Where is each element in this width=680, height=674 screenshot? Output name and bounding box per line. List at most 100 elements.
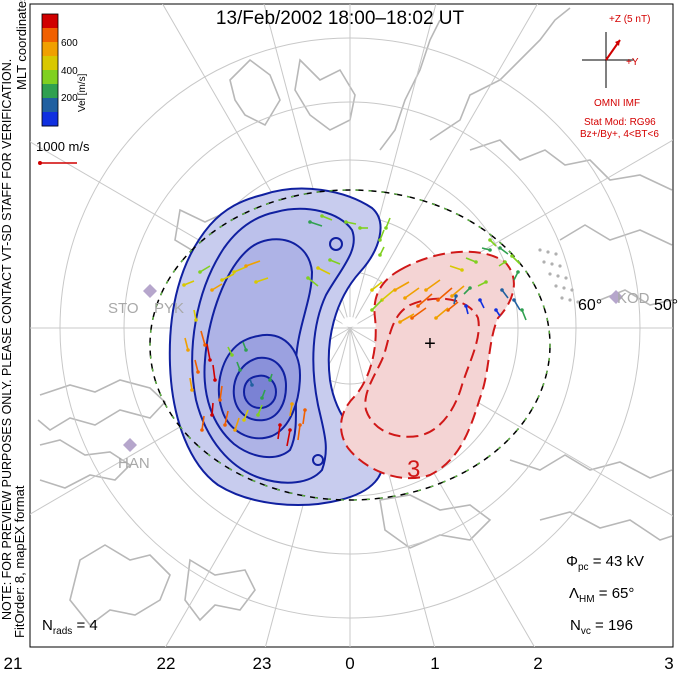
velocity-vector-origin	[233, 428, 237, 432]
velocity-colorbar	[42, 14, 58, 127]
velocity-vector-origin	[416, 304, 420, 308]
velocity-vector-origin	[434, 316, 438, 320]
velocity-vector-origin	[398, 320, 402, 324]
han-site-marker	[123, 438, 137, 452]
velocity-vector	[224, 410, 229, 426]
velocity-vector	[371, 299, 383, 311]
velocity-vector-origin	[370, 308, 374, 312]
colorbar-segment	[42, 42, 58, 57]
velocity-vector-origin	[474, 260, 478, 264]
velocity-vector	[317, 267, 331, 275]
velocity-vector-origin	[410, 316, 414, 320]
velocity-vector-origin	[256, 413, 260, 417]
velocity-vector-origin	[182, 283, 186, 287]
velocity-vector	[277, 424, 281, 440]
velocity-vector-origin	[223, 423, 227, 427]
velocity-vector	[511, 255, 521, 265]
velocity-vector-origin	[254, 280, 258, 284]
velocity-vector-origin	[424, 288, 428, 292]
velocity-vector-origin	[378, 253, 382, 257]
velocity-vector-origin	[378, 238, 382, 242]
mlt-label-22: 22	[156, 654, 176, 673]
velocity-vector-origin	[210, 288, 214, 292]
velocity-vector	[513, 299, 521, 311]
velocity-vector	[221, 273, 235, 281]
velocity-vector-origin	[488, 238, 492, 242]
velocity-vector-origin	[208, 358, 212, 362]
lat-label-50: 50°	[654, 297, 679, 314]
imf-z-label: +Z (5 nT)	[609, 14, 651, 25]
colorbar-segment	[42, 56, 58, 71]
velocity-vector	[425, 279, 441, 291]
station-markers	[123, 284, 623, 452]
velocity-vector-origin	[268, 378, 272, 382]
velocity-vector-origin	[306, 276, 310, 280]
mlt-label-2: 2	[533, 654, 543, 673]
velocity-vector	[219, 385, 223, 401]
velocity-vector-origin	[232, 270, 236, 274]
kod-site-label: KOD	[617, 290, 650, 307]
velocity-vector-origin	[358, 226, 362, 230]
velocity-vector-origin	[244, 264, 248, 268]
colorbar-segment	[42, 112, 58, 127]
lat-label-60: 60°	[578, 297, 603, 314]
colorbar-segment	[42, 70, 58, 85]
velocity-vector-origin	[436, 298, 440, 302]
velocity-vector-origin	[500, 288, 504, 292]
velocity-vector-origin	[478, 298, 482, 302]
vector-scale-label: 1000 m/s	[36, 139, 90, 154]
colorbar-label: Vel [m/s]	[77, 73, 88, 112]
potential-contour-label: 3	[407, 456, 421, 483]
velocity-vector-origin	[494, 308, 498, 312]
velocity-vector-origin	[393, 288, 397, 292]
velocity-vector-origin	[278, 423, 282, 427]
velocity-vector	[211, 402, 214, 416]
velocity-vector-origin	[213, 378, 217, 382]
coastlines	[37, 7, 673, 627]
velocity-vector-origin	[498, 246, 502, 250]
velocity-vector	[309, 221, 323, 227]
velocity-vector-origin	[303, 408, 307, 412]
velocity-vector-origin	[238, 368, 242, 372]
colorbar-segment	[42, 14, 58, 29]
velocity-vector-origin	[450, 294, 454, 298]
velocity-vector	[201, 415, 205, 431]
velocity-vector	[411, 307, 427, 319]
vector-count: Nvc = 196	[570, 617, 633, 637]
mlt-label-21: 21	[3, 654, 23, 673]
velocity-vector	[394, 281, 410, 291]
imf-clock-dial	[582, 32, 634, 88]
velocity-vector	[286, 429, 291, 447]
imf-model: Stat Mod: RG96	[584, 117, 656, 128]
velocity-vector	[307, 277, 319, 287]
velocity-vector	[289, 403, 293, 417]
velocity-vector	[233, 266, 247, 273]
velocity-vector	[449, 265, 463, 271]
velocity-vector-origin	[328, 258, 332, 262]
velocity-vector-origin	[384, 226, 388, 230]
velocity-vector-origin	[260, 396, 264, 400]
velocity-vector-origin	[464, 304, 468, 308]
velocity-vector-origin	[488, 248, 492, 252]
velocity-vector-origin	[218, 398, 222, 402]
velocity-vector	[245, 260, 261, 267]
velocity-vector	[381, 289, 395, 301]
radar-count: Nrads = 4	[42, 617, 98, 637]
velocity-vector-origin	[520, 308, 524, 312]
mlt-label-0: 0	[345, 654, 355, 673]
velocity-vector	[189, 377, 193, 391]
velocity-vector	[417, 293, 433, 307]
velocity-vector-origin	[370, 288, 374, 292]
velocity-vector-origin	[316, 266, 320, 270]
velocity-vector-origin	[194, 318, 198, 322]
colorbar-tick-200: 200	[61, 93, 78, 104]
velocity-vector-origin	[516, 270, 520, 274]
velocity-vector-origin	[460, 268, 464, 272]
velocity-vector-origin	[503, 260, 507, 264]
velocity-vector-origin	[484, 280, 488, 284]
velocity-vector	[234, 417, 240, 431]
kod-site-marker	[609, 290, 623, 304]
han-site-label: HAN	[118, 455, 150, 472]
velocity-vector	[404, 287, 420, 299]
colorbar-tick-600: 600	[61, 38, 78, 49]
